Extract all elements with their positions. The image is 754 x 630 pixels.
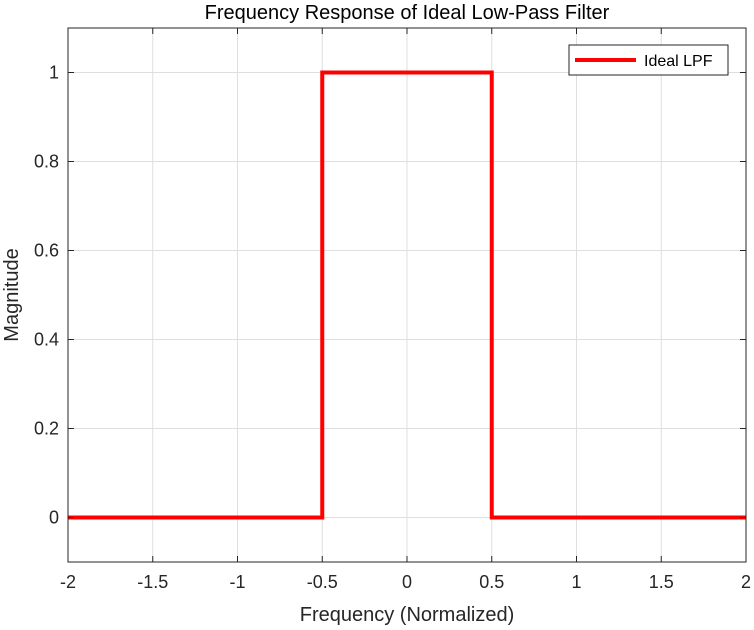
x-tick-label: 1.5	[649, 572, 674, 592]
legend-label-ideal-lpf: Ideal LPF	[644, 53, 713, 70]
y-axis-label: Magnitude	[1, 248, 23, 341]
series-layer	[68, 70, 746, 520]
x-tick-label: 0	[402, 572, 412, 592]
legend: Ideal LPF	[568, 44, 729, 76]
x-tick-label: -0.5	[307, 572, 338, 592]
x-tick-label: -1.5	[137, 572, 168, 592]
y-tick-label: 1	[49, 63, 59, 83]
x-tick-label: -1	[229, 572, 245, 592]
x-tick-label: 2	[741, 572, 751, 592]
series-line-ideal-lpf	[68, 70, 746, 520]
y-tick-label: 0.6	[34, 241, 59, 261]
x-tick-label: -2	[60, 572, 76, 592]
y-tick-label: 0	[49, 508, 59, 528]
x-tick-label: 0.5	[479, 572, 504, 592]
x-axis-label: Frequency (Normalized)	[300, 604, 515, 626]
y-tick-label: 0.4	[34, 330, 59, 350]
chart-title: Frequency Response of Ideal Low-Pass Fil…	[205, 2, 610, 24]
y-tick-label: 0.2	[34, 419, 59, 439]
x-tick-label: 1	[571, 572, 581, 592]
ticks: -2 -1.5 -1 -0.5 0 0.5 1 1.5 2 0 0.2 0.4 0.6 0.8 1	[34, 28, 751, 592]
y-tick-label: 0.8	[34, 152, 59, 172]
